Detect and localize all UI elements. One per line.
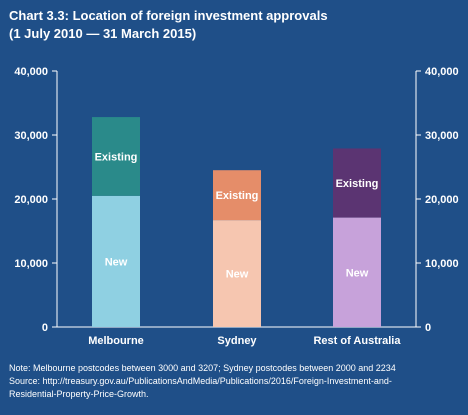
- bar-sydney-new: [213, 220, 261, 327]
- footnote-block: Note: Melbourne postcodes between 3000 a…: [9, 362, 396, 401]
- y-tick-label-left: 40,000: [14, 66, 48, 78]
- bar-sydney-existing: [213, 170, 261, 221]
- note-text: Note: Melbourne postcodes between 3000 a…: [9, 363, 396, 373]
- chart-subtitle: (1 July 2010 — 31 March 2015): [9, 26, 197, 41]
- bar-melbourne-existing: [92, 117, 140, 196]
- y-tick-label-left: 20,000: [14, 194, 48, 206]
- bar-rest-of-australia-existing: [333, 148, 381, 218]
- chart-title-block: Chart 3.3: Location of foreign investmen…: [9, 7, 328, 43]
- segment-label-new: New: [346, 267, 369, 279]
- source-text: Source: http://treasury.gov.au/Publicati…: [9, 376, 392, 386]
- segment-label-existing: Existing: [95, 151, 138, 163]
- segment-label-new: New: [105, 256, 128, 268]
- segment-label-new: New: [226, 269, 249, 281]
- chart-area: 0 0 10,000 10,000 20,000 20,000 30,000 30,000 40…: [14, 66, 459, 347]
- y-tick-label-left: 10,000: [14, 258, 48, 270]
- x-tick-label: Rest of Australia: [313, 335, 401, 347]
- y-tick-label-right: 20,000: [425, 194, 459, 206]
- y-tick-label-right: 10,000: [425, 258, 459, 270]
- bar-rest-of-australia-new: [333, 217, 381, 327]
- chart-title: Chart 3.3: Location of foreign investmen…: [9, 8, 328, 23]
- y-tick-label-left: 0: [42, 322, 48, 334]
- x-tick-label: Sydney: [217, 335, 257, 347]
- y-tick-label-right: 40,000: [425, 66, 459, 78]
- y-tick-label-right: 30,000: [425, 130, 459, 142]
- segment-label-existing: Existing: [336, 178, 379, 190]
- y-tick-label-left: 30,000: [14, 130, 48, 142]
- x-tick-label: Melbourne: [88, 335, 144, 347]
- bar-melbourne-new: [92, 195, 140, 327]
- segment-label-existing: Existing: [216, 190, 259, 202]
- source-text-continued: Residential-Property-Price-Growth.: [9, 389, 149, 399]
- y-tick-label-right: 0: [425, 322, 431, 334]
